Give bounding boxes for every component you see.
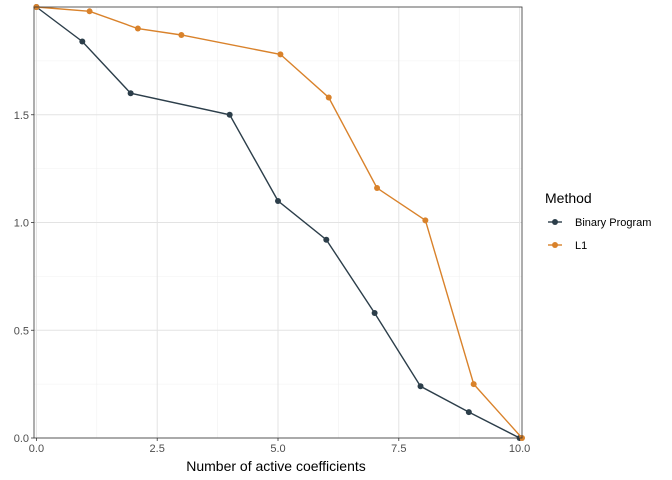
x-tick-label: 10.0 <box>509 443 530 455</box>
data-point <box>325 94 332 101</box>
x-tick-label: 7.5 <box>391 443 406 455</box>
legend-label: Binary Program <box>575 217 651 229</box>
x-tick-label: 0.0 <box>29 443 44 455</box>
data-point <box>134 25 141 32</box>
y-tick-label: 1.0 <box>14 218 29 230</box>
data-point <box>422 217 429 224</box>
legend-key-point <box>552 219 558 225</box>
data-point <box>86 8 93 15</box>
legend-key-point <box>552 242 558 248</box>
data-point <box>127 90 134 97</box>
data-point <box>277 51 284 58</box>
data-point <box>470 381 477 388</box>
tick-labels: 0.0 2.5 5.0 7.5 10.0 0.0 0.5 1.0 1.5 <box>14 110 531 455</box>
series-line-2 <box>36 6 523 439</box>
data-point <box>226 111 233 118</box>
y-tick-label: 1.5 <box>14 110 29 122</box>
series-line-1 <box>35 6 520 439</box>
data-point <box>374 185 381 192</box>
data-point <box>417 383 424 390</box>
legend-title: Method <box>545 190 592 206</box>
x-tick-label: 5.0 <box>270 443 285 455</box>
legend: Method Binary Program L1 <box>545 190 651 252</box>
legend-label: L1 <box>575 240 587 252</box>
data-point <box>275 197 281 204</box>
y-tick-label: 0.5 <box>14 325 29 337</box>
x-axis-title: Number of active coefficients <box>186 458 366 474</box>
x-tick-label: 2.5 <box>150 443 165 455</box>
legend-item: Binary Program <box>548 217 651 229</box>
data-point <box>323 236 330 243</box>
data-point <box>79 38 86 45</box>
data-point <box>465 409 472 416</box>
y-tick-label: 0.0 <box>14 433 29 445</box>
legend-item: L1 <box>548 240 587 252</box>
data-point <box>371 310 378 317</box>
axes <box>31 6 523 441</box>
data-point <box>178 32 185 39</box>
